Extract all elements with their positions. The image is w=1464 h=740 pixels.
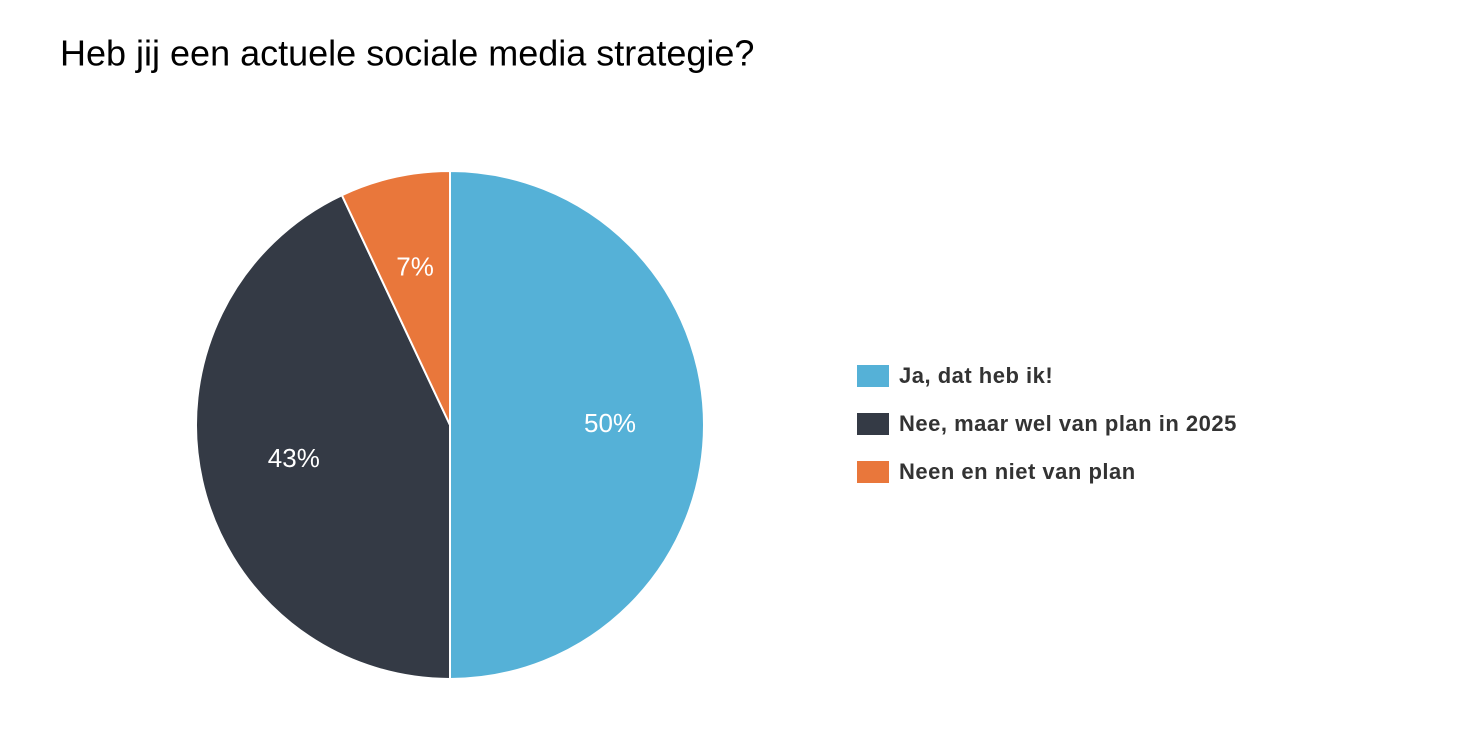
legend-label: Nee, maar wel van plan in 2025 — [899, 411, 1237, 436]
legend-swatch — [857, 461, 889, 483]
slice-label: 43% — [268, 443, 320, 473]
pie-slice — [195, 193, 451, 681]
slice-label: 7% — [396, 252, 434, 282]
chart-title: Heb jij een actuele sociale media strate… — [60, 33, 754, 74]
legend-label: Neen en niet van plan — [899, 459, 1136, 484]
legend-swatch — [857, 413, 889, 435]
pie-slice — [449, 169, 705, 681]
slice-label: 50% — [584, 408, 636, 438]
legend-swatch — [857, 365, 889, 387]
legend-label: Ja, dat heb ik! — [899, 363, 1053, 388]
pie-slice — [340, 169, 451, 426]
